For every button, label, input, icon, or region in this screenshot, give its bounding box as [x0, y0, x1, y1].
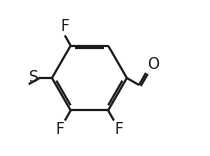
Text: F: F — [115, 122, 123, 137]
Text: S: S — [29, 71, 39, 85]
Text: O: O — [148, 57, 160, 72]
Text: F: F — [60, 19, 69, 34]
Text: F: F — [55, 122, 64, 137]
